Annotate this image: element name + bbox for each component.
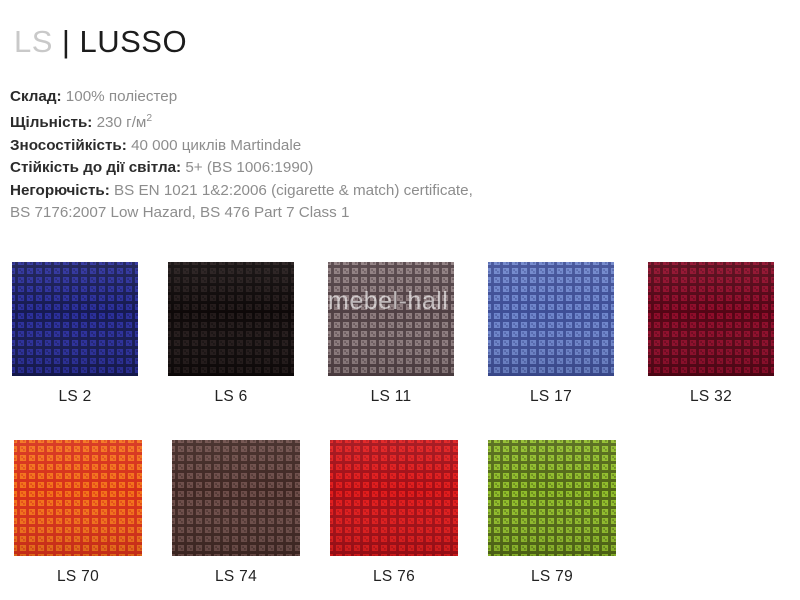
swatch-cell[interactable]: LS 74 — [172, 440, 300, 586]
page-title: LS | LUSSO — [14, 24, 187, 60]
fabric-swatch[interactable] — [488, 440, 616, 556]
swatch-label: LS 74 — [214, 568, 257, 585]
fabric-swatch[interactable] — [330, 440, 458, 556]
weave-texture — [14, 440, 142, 556]
weave-texture — [172, 440, 300, 556]
spec-label: Щільність: — [10, 114, 93, 132]
spec-row: Зносостійкість: 40 000 циклів Martindale — [10, 135, 780, 157]
title-separator: | — [61, 24, 71, 59]
spec-label: Склад: — [10, 88, 62, 105]
specification-list: Склад: 100% поліестер Щільність: 230 г/м2… — [10, 86, 780, 225]
fabric-swatch[interactable] — [328, 262, 454, 376]
spec-value: 40 000 циклів Martindale — [131, 136, 302, 154]
weave-texture — [488, 262, 614, 376]
spec-row: Негорючість: BS EN 1021 1&2:2006 (cigare… — [10, 180, 650, 202]
weave-texture — [168, 262, 294, 376]
spec-row: Склад: 100% поліестер — [10, 86, 780, 108]
fabric-swatch[interactable] — [12, 262, 138, 376]
spec-value: 100% поліестер — [65, 88, 178, 105]
swatch-cell[interactable]: LS 6 — [168, 262, 294, 406]
weave-texture — [330, 440, 458, 556]
fabric-swatch[interactable] — [488, 262, 614, 376]
swatch-label: LS 17 — [529, 388, 572, 405]
fabric-swatch[interactable] — [14, 440, 142, 556]
fabric-swatch[interactable] — [168, 262, 294, 376]
spec-row: Щільність: 230 г/м2 — [10, 108, 780, 134]
swatch-cell[interactable]: LS 76 — [330, 440, 458, 586]
swatch-label: LS 32 — [689, 388, 732, 405]
spec-label: Негорючість: — [10, 181, 110, 199]
swatch-cell[interactable]: LS 79 — [488, 440, 616, 586]
fabric-swatch[interactable] — [648, 262, 774, 376]
swatch-cell[interactable]: LS 2 — [12, 262, 138, 406]
weave-texture — [12, 262, 138, 376]
spec-label: Зносостійкість: — [10, 136, 127, 154]
swatch-cell[interactable]: LS 32 — [648, 262, 774, 406]
swatch-cell[interactable]: LS 11 — [328, 262, 454, 406]
spec-label: Стійкість до дії світла: — [10, 159, 182, 177]
weave-texture — [648, 262, 774, 376]
spec-value-continuation: BS 7176:2007 Low Hazard, BS 476 Part 7 C… — [10, 204, 350, 222]
title-name: LUSSO — [79, 24, 188, 59]
swatch-label: LS 11 — [370, 388, 412, 405]
spec-row: Стійкість до дії світла: 5+ (BS 1006:199… — [10, 157, 780, 179]
swatch-label: LS 76 — [372, 568, 415, 585]
swatch-label: LS 70 — [56, 568, 99, 585]
spec-value: 230 г/м2 — [96, 113, 153, 132]
title-code: LS — [14, 24, 53, 59]
swatch-label: LS 6 — [214, 388, 248, 405]
fabric-swatch[interactable] — [172, 440, 300, 556]
spec-value: 5+ (BS 1006:1990) — [185, 159, 314, 177]
swatch-cell[interactable]: LS 70 — [14, 440, 142, 586]
swatch-label: LS 79 — [530, 568, 573, 585]
weave-texture — [328, 262, 454, 376]
spec-value: BS EN 1021 1&2:2006 (cigarette & match) … — [114, 181, 473, 199]
swatch-cell[interactable]: LS 17 — [488, 262, 614, 406]
weave-texture — [488, 440, 616, 556]
swatch-label: LS 2 — [58, 388, 92, 405]
